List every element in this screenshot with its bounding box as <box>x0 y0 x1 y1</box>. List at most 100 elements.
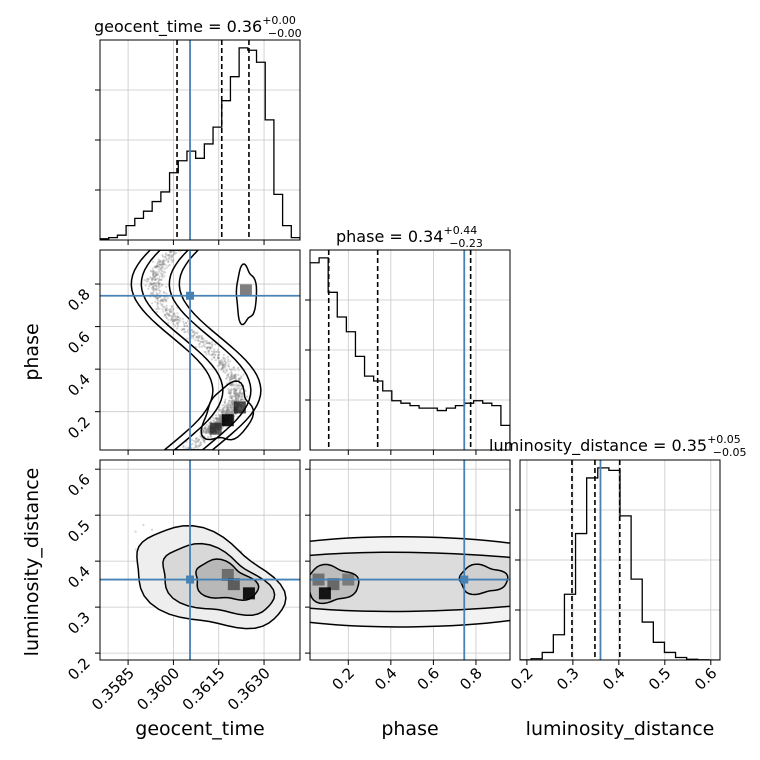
sample-point <box>230 369 233 372</box>
sample-point <box>226 360 229 363</box>
sample-point <box>221 365 224 368</box>
sample-point <box>219 414 222 417</box>
sample-point <box>190 328 193 332</box>
sample-point <box>219 420 222 423</box>
sample-point <box>221 408 224 412</box>
sample-point <box>225 412 228 415</box>
sample-point <box>166 308 169 312</box>
sample-point <box>176 318 179 321</box>
sample-point <box>231 411 234 414</box>
sample-point <box>229 396 233 399</box>
sample-point <box>229 392 232 395</box>
sample-point <box>238 377 241 380</box>
sample-point <box>159 282 162 285</box>
sample-point <box>214 343 217 346</box>
sample-point <box>218 363 221 366</box>
sample-point <box>166 297 169 300</box>
sample-point <box>220 411 223 414</box>
sample-point <box>207 351 210 355</box>
sample-point <box>226 412 229 415</box>
density-cell <box>227 578 240 591</box>
sample-point <box>237 394 240 397</box>
sample-point <box>146 278 149 281</box>
sample-point <box>162 305 165 308</box>
sample-point <box>225 411 228 415</box>
sample-point <box>197 438 200 441</box>
sample-point <box>234 398 238 401</box>
sample-point <box>162 263 165 266</box>
sample-point <box>227 389 230 393</box>
sample-point <box>154 278 157 282</box>
sample-point <box>158 265 161 268</box>
sample-point <box>165 316 168 319</box>
sample-point <box>240 387 243 390</box>
sample-point <box>155 266 159 269</box>
sample-point <box>234 399 237 402</box>
sample-point <box>199 442 202 445</box>
sample-point <box>232 388 235 391</box>
sample-point <box>221 363 224 366</box>
sample-point <box>160 268 163 271</box>
sample-point <box>156 265 159 268</box>
sample-point <box>170 258 173 261</box>
sample-point <box>229 384 232 387</box>
sample-point <box>218 361 221 364</box>
sample-point <box>241 398 244 401</box>
sample-point <box>160 298 164 302</box>
sample-point <box>203 431 206 434</box>
sample-point <box>237 396 240 399</box>
sample-point <box>220 417 223 420</box>
sample-point <box>227 401 230 404</box>
sample-point <box>235 397 238 400</box>
sample-point <box>223 411 226 414</box>
sample-point <box>230 373 233 376</box>
sample-point <box>175 327 179 330</box>
sample-point <box>198 444 201 447</box>
sample-point <box>231 412 234 415</box>
sample-point <box>238 389 241 392</box>
sample-point <box>207 341 210 344</box>
sample-point <box>229 411 232 414</box>
sample-point <box>192 439 196 443</box>
sample-point <box>207 426 211 429</box>
sample-point <box>219 415 222 418</box>
sample-point <box>174 252 177 255</box>
sample-point <box>156 297 160 300</box>
sample-point <box>217 417 220 421</box>
sample-point <box>150 277 153 280</box>
sample-point <box>151 279 154 282</box>
sample-point <box>239 390 242 393</box>
sample-point <box>228 376 231 379</box>
sample-point <box>154 277 157 281</box>
sample-point <box>206 428 210 432</box>
sample-point <box>222 425 225 428</box>
sample-point <box>160 304 163 307</box>
histogram-step-geocent_time <box>100 47 300 240</box>
sample-point <box>197 339 200 342</box>
sample-point <box>161 263 164 266</box>
sample-point <box>237 399 240 402</box>
sample-point <box>156 262 159 265</box>
sample-point <box>224 398 227 401</box>
sample-point <box>154 271 157 274</box>
sample-point <box>230 383 233 386</box>
sample-point <box>226 412 229 415</box>
sample-point <box>223 400 226 403</box>
sample-point <box>156 301 159 305</box>
sample-point <box>179 319 182 322</box>
sample-point <box>223 401 226 404</box>
ylabel-phase: phase <box>21 323 43 380</box>
sample-point <box>208 427 211 430</box>
title-geocent-time: geocent_time = 0.36+0.00 −0.00 <box>94 14 302 40</box>
sample-point <box>215 418 218 422</box>
sample-point <box>230 384 233 387</box>
sample-point <box>209 346 212 349</box>
sample-point <box>230 372 233 375</box>
sample-point <box>217 418 220 421</box>
sample-point <box>165 313 168 316</box>
sample-point <box>231 409 234 412</box>
sample-point <box>234 390 237 393</box>
sample-point <box>194 441 197 444</box>
sample-point <box>160 264 163 267</box>
xtick-label-luminosity_distance: 0.2 <box>507 664 537 694</box>
